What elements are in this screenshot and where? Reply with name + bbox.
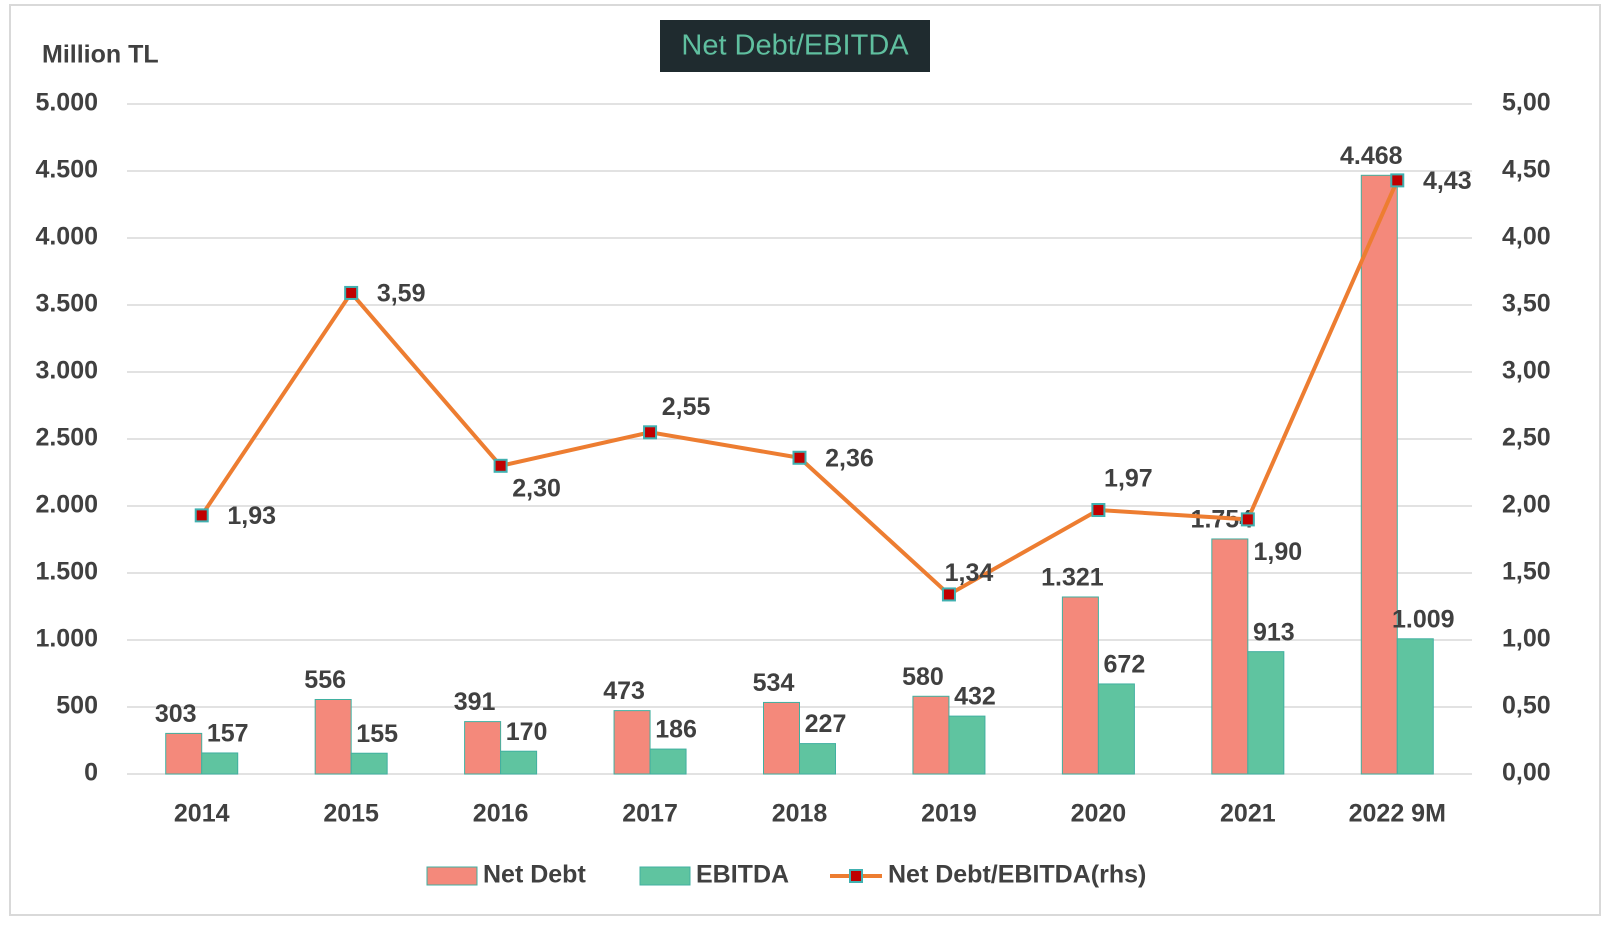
bar (1061, 596, 1099, 775)
data-label: 303 (155, 700, 197, 728)
bar (1396, 638, 1434, 775)
y-tick-label: 500 (56, 692, 98, 720)
bar (165, 732, 203, 775)
marker (1091, 503, 1106, 518)
data-label: 4.468 (1340, 142, 1403, 170)
y-tick-label: 4.500 (35, 156, 98, 184)
data-label: 1.321 (1041, 564, 1104, 592)
legend-label: EBITDA (696, 861, 789, 889)
x-tick-label: 2020 (1071, 800, 1127, 828)
bar (613, 710, 651, 775)
data-label: 1,97 (1104, 465, 1153, 493)
bar (649, 748, 687, 775)
marker (941, 587, 956, 602)
x-tick-label: 2018 (772, 800, 828, 828)
marker (643, 425, 658, 440)
data-label: 186 (655, 716, 697, 744)
legend-label: Net Debt/EBITDA(rhs) (888, 861, 1146, 889)
y2-tick-label: 4,50 (1502, 156, 1551, 184)
y-tick-label: 1.500 (35, 558, 98, 586)
bar (912, 695, 950, 775)
bar (201, 752, 239, 775)
y2-tick-label: 4,00 (1502, 223, 1551, 251)
data-label: 580 (902, 663, 944, 691)
y2-tick-label: 1,50 (1502, 558, 1551, 586)
bar (1247, 651, 1285, 775)
y2-tick-label: 0,00 (1502, 759, 1551, 787)
y2-tick-label: 2,50 (1502, 424, 1551, 452)
data-label: 1,34 (945, 559, 994, 587)
marker (194, 508, 209, 523)
data-label: 1,90 (1253, 538, 1302, 566)
data-label: 2,55 (662, 393, 711, 421)
legend-label: Net Debt (483, 861, 586, 889)
y-tick-label: 1.000 (35, 625, 98, 653)
data-label: 473 (603, 677, 645, 705)
bar (948, 715, 986, 775)
x-tick-label: 2015 (323, 800, 379, 828)
y-tick-label: 3.000 (35, 357, 98, 385)
x-tick-label: 2021 (1220, 800, 1276, 828)
data-label: 157 (207, 720, 249, 748)
y2-tick-label: 3,50 (1502, 290, 1551, 318)
data-label: 556 (304, 666, 346, 694)
chart-title: Net Debt/EBITDA (681, 30, 909, 62)
bar (1097, 683, 1135, 775)
data-label: 1.009 (1392, 605, 1455, 633)
bar (1360, 174, 1398, 775)
bar (350, 752, 388, 775)
marker (493, 458, 508, 473)
y-tick-label: 3.500 (35, 290, 98, 318)
y2-tick-label: 0,50 (1502, 692, 1551, 720)
data-label: 4,43 (1423, 167, 1472, 195)
data-label: 2,36 (825, 444, 874, 472)
title-box (660, 20, 930, 72)
legend-swatch (639, 866, 691, 886)
data-label: 672 (1104, 651, 1146, 679)
data-label: 170 (506, 718, 548, 746)
bar (763, 701, 800, 775)
y-tick-label: 5.000 (35, 89, 98, 117)
data-label: 2,30 (512, 474, 561, 502)
data-label: 1,93 (227, 502, 276, 530)
y-tick-label: 4.000 (35, 223, 98, 251)
data-label: 432 (954, 683, 996, 711)
y2-tick-label: 1,00 (1502, 625, 1551, 653)
y-tick-label: 2.000 (35, 491, 98, 519)
data-label: 3,59 (377, 280, 426, 308)
bar (464, 721, 502, 775)
x-tick-label: 2014 (174, 800, 230, 828)
x-tick-label: 2017 (622, 800, 678, 828)
bar (799, 743, 836, 775)
x-tick-label: 2019 (921, 800, 977, 828)
bar (500, 750, 538, 775)
legend-swatch (426, 866, 478, 886)
marker (792, 450, 807, 465)
x-tick-label: 2016 (473, 800, 529, 828)
marker (344, 285, 359, 300)
y2-tick-label: 5,00 (1502, 89, 1551, 117)
y-axis-label: Million TL (42, 41, 159, 69)
y-tick-label: 0 (84, 759, 98, 787)
data-label: 227 (805, 710, 847, 738)
y-tick-label: 2.500 (35, 424, 98, 452)
x-tick-label: 2022 9M (1349, 800, 1446, 828)
data-label: 391 (454, 688, 496, 716)
data-label: 913 (1253, 618, 1295, 646)
marker (1390, 173, 1405, 188)
bar (314, 698, 352, 775)
data-label: 534 (753, 669, 795, 697)
data-label: 155 (356, 720, 398, 748)
y2-tick-label: 2,00 (1502, 491, 1551, 519)
y2-tick-label: 3,00 (1502, 357, 1551, 385)
marker (1240, 512, 1255, 527)
bar (1211, 538, 1249, 775)
legend-marker (849, 869, 863, 883)
